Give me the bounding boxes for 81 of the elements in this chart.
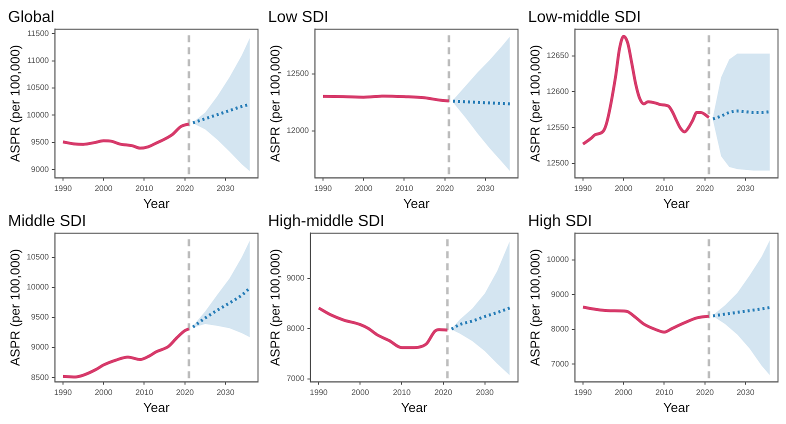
y-axis-title: ASPR (per 100,000) [267,248,282,366]
chart-title: Middle SDI [8,213,86,230]
line-series [317,306,449,350]
y-tick-label: 10500 [26,83,50,92]
x-tick-label: 2010 [655,388,674,397]
chart-title: Low-middle SDI [528,9,641,26]
x-tick-label: 2020 [696,388,714,397]
y-axis-title: ASPR (per 100,000) [527,248,542,366]
y-tick-label: 7000 [551,359,570,368]
x-axis-title: Year [143,196,170,211]
x-tick-label: 1990 [574,388,592,397]
y-tick-label: 8000 [286,324,305,333]
y-axis-title: ASPR (per 100,000) [267,44,282,162]
x-tick-label: 2010 [392,388,412,397]
chart-title: High-middle SDI [268,213,384,230]
x-tick-label: 1990 [574,184,592,193]
y-tick-label: 12550 [546,122,570,132]
chart-title: High SDI [528,213,592,230]
x-tick-label: 2010 [135,388,154,397]
x-tick-label: 2030 [736,388,755,397]
x-tick-label: 1990 [54,184,72,193]
x-tick-label: 2000 [94,184,114,193]
x-tick-label: 2000 [614,184,634,193]
chart-title: Global [8,9,54,26]
y-tick-label: 10000 [546,255,570,264]
x-tick-label: 2000 [354,184,374,193]
x-tick-label: 1990 [314,184,332,193]
line-series [711,306,772,318]
y-tick-label: 9000 [286,274,305,283]
x-tick-label: 2030 [736,184,755,193]
x-axis-title: Year [401,400,428,415]
y-axis-title: ASPR (per 100,000) [7,44,22,162]
y-tick-label: 9000 [31,342,50,352]
x-tick-label: 2000 [94,388,114,397]
y-axis-title: ASPR (per 100,000) [7,248,22,366]
y-tick-label: 8000 [551,324,570,334]
x-tick-label: 2020 [434,388,453,397]
x-tick-label: 2030 [216,184,235,193]
line-series [191,286,252,329]
x-axis-title: Year [663,196,690,211]
chart-title: Low SDI [268,9,328,26]
y-tick-label: 9500 [31,138,50,147]
x-tick-label: 2010 [655,184,674,193]
x-tick-label: 1990 [54,388,72,397]
y-tick-label: 10500 [26,252,50,262]
y-tick-label: 12000 [286,126,310,136]
y-tick-label: 12600 [546,86,570,96]
x-tick-label: 2000 [351,388,370,397]
y-tick-label: 12500 [546,158,570,168]
x-tick-label: 2030 [476,388,494,397]
x-tick-label: 2030 [216,388,235,397]
x-axis-title: Year [143,400,170,415]
y-tick-label: 11500 [27,28,50,38]
y-axis-title: ASPR (per 100,000) [527,44,542,162]
x-axis-title: Year [663,400,690,415]
y-tick-label: 9500 [31,312,50,322]
x-tick-label: 1990 [310,388,328,397]
line-series [711,110,772,120]
line-series [450,306,512,331]
x-tick-label: 2030 [476,184,495,193]
line-series [581,306,710,334]
line-series [581,34,710,146]
x-tick-label: 2020 [696,184,714,193]
x-tick-label: 2020 [176,388,194,397]
x-tick-label: 2000 [614,388,634,397]
y-tick-label: 11000 [27,56,50,65]
x-tick-label: 2010 [135,184,154,193]
y-tick-label: 9000 [31,164,50,174]
line-series [61,122,190,150]
y-tick-label: 7000 [286,374,305,383]
y-tick-label: 10000 [26,282,50,292]
x-tick-label: 2010 [395,184,414,193]
y-tick-label: 9000 [551,290,570,299]
y-tick-label: 12500 [286,68,310,78]
y-tick-label: 12650 [546,50,570,60]
line-series [61,327,190,378]
x-axis-title: Year [403,196,430,211]
y-tick-label: 8500 [31,372,50,382]
x-tick-label: 2020 [176,184,194,193]
y-tick-label: 10000 [26,110,50,120]
x-tick-label: 2020 [436,184,454,193]
